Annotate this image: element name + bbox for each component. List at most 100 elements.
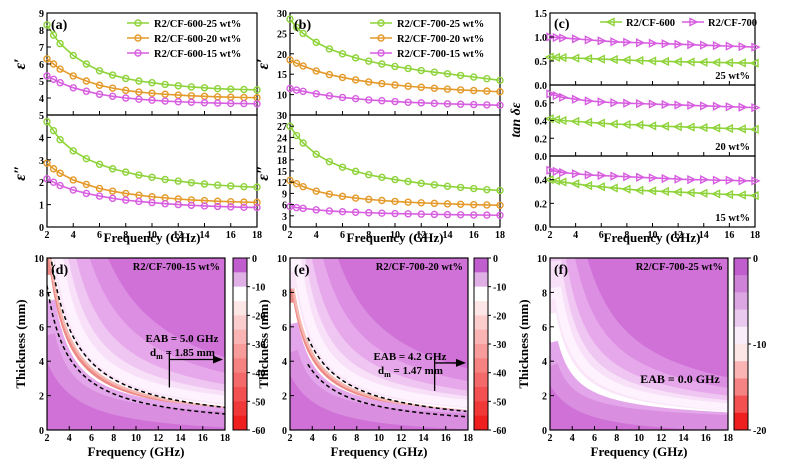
data-point xyxy=(417,99,425,107)
data-point xyxy=(738,176,748,186)
panel-label: (b) xyxy=(294,18,311,33)
data-point xyxy=(227,197,235,206)
data-point xyxy=(685,122,695,132)
y-tick-label: 8 xyxy=(282,288,287,299)
legend-label: R2/CF-700-20 wt% xyxy=(397,34,484,45)
data-point xyxy=(325,157,334,166)
data-point xyxy=(351,194,360,202)
data-point xyxy=(161,90,169,98)
x-tick-label: 4 xyxy=(573,230,578,241)
data-point xyxy=(56,65,64,73)
series-line xyxy=(289,87,501,107)
legend-label: R2/CF-600 xyxy=(626,18,675,29)
series-line xyxy=(46,75,258,105)
colorbar-tick-label: -10 xyxy=(493,283,506,294)
data-point xyxy=(292,86,301,94)
data-point xyxy=(736,58,746,68)
legend-label: R2/CF-700 xyxy=(708,18,757,29)
y-tick-label: 0.0 xyxy=(535,152,548,163)
y-tick-label: 30 xyxy=(277,9,287,20)
data-point xyxy=(135,77,143,85)
heatmap-field xyxy=(290,258,468,430)
data-point xyxy=(122,94,130,102)
data-point xyxy=(135,197,143,206)
data-point xyxy=(751,176,761,186)
y-tick-label: 0.0 xyxy=(535,223,548,234)
data-point xyxy=(351,94,360,103)
data-point xyxy=(253,203,261,212)
data-point xyxy=(299,139,307,147)
data-point xyxy=(351,76,360,84)
contour-band xyxy=(66,258,225,395)
data-point xyxy=(557,53,567,63)
x-axis-label: Frequency (GHz) xyxy=(591,444,688,459)
data-point xyxy=(646,121,657,131)
y-tick-label: 6 xyxy=(542,323,547,334)
data-point xyxy=(483,185,491,194)
data-point xyxy=(325,190,334,198)
colorbar-segment xyxy=(474,358,488,374)
y-tick-label: 21 xyxy=(277,145,287,156)
data-point xyxy=(648,99,659,109)
data-point xyxy=(365,171,373,179)
data-point xyxy=(148,89,156,97)
series-line xyxy=(289,179,501,207)
x-tick-label: 12 xyxy=(656,433,666,444)
data-point xyxy=(672,122,682,132)
colorbar-tick-label: -20 xyxy=(252,311,265,322)
data-point xyxy=(391,197,399,206)
data-point xyxy=(135,95,143,103)
data-point xyxy=(712,41,723,51)
x-tick-label: 2 xyxy=(45,230,50,241)
data-point xyxy=(325,70,334,79)
data-point xyxy=(635,172,646,182)
data-point xyxy=(597,36,607,46)
x-tick-label: 16 xyxy=(226,230,236,241)
data-point xyxy=(723,123,734,134)
data-point xyxy=(559,167,569,178)
heatmap-field xyxy=(47,258,225,430)
data-point xyxy=(325,92,334,100)
data-point xyxy=(470,100,478,109)
data-point xyxy=(378,97,386,105)
colorbar-segment xyxy=(233,415,247,431)
x-tick-label: 10 xyxy=(147,230,157,241)
data-point xyxy=(672,57,682,67)
data-point xyxy=(312,38,320,47)
data-point xyxy=(605,17,615,27)
data-point xyxy=(595,54,605,64)
y-tick-label: 8 xyxy=(39,26,44,37)
colorbar-segment xyxy=(233,358,247,374)
colorbar-tick-label: -10 xyxy=(753,340,766,351)
data-point xyxy=(299,29,307,38)
dm-symbol: d xyxy=(378,365,384,377)
data-point xyxy=(95,192,104,200)
data-point xyxy=(582,53,593,64)
data-point xyxy=(338,93,347,102)
x-tick-label: 14 xyxy=(699,230,709,241)
x-tick-label: 16 xyxy=(724,230,734,241)
colorbar-segment xyxy=(233,258,247,273)
colorbar-tick-label: -20 xyxy=(493,311,506,322)
data-point xyxy=(377,19,385,27)
colorbar-segment xyxy=(474,258,488,273)
data-point xyxy=(483,201,491,209)
data-point xyxy=(56,78,64,87)
colorbar-tick-label: -60 xyxy=(252,426,265,437)
y-axis-label-bottom: ε″ xyxy=(255,165,272,180)
data-point xyxy=(69,72,77,80)
data-point xyxy=(552,91,562,101)
series-line xyxy=(289,59,501,93)
eab-annotation: EAB = 5.0 GHz xyxy=(146,333,219,345)
data-point xyxy=(404,64,412,73)
data-point xyxy=(430,99,439,108)
data-point xyxy=(685,188,695,198)
data-point xyxy=(430,210,439,219)
data-point xyxy=(292,59,301,67)
data-point xyxy=(635,38,646,48)
colorbar-segment xyxy=(233,272,247,288)
data-point xyxy=(496,186,504,195)
arrow-head xyxy=(213,355,223,364)
